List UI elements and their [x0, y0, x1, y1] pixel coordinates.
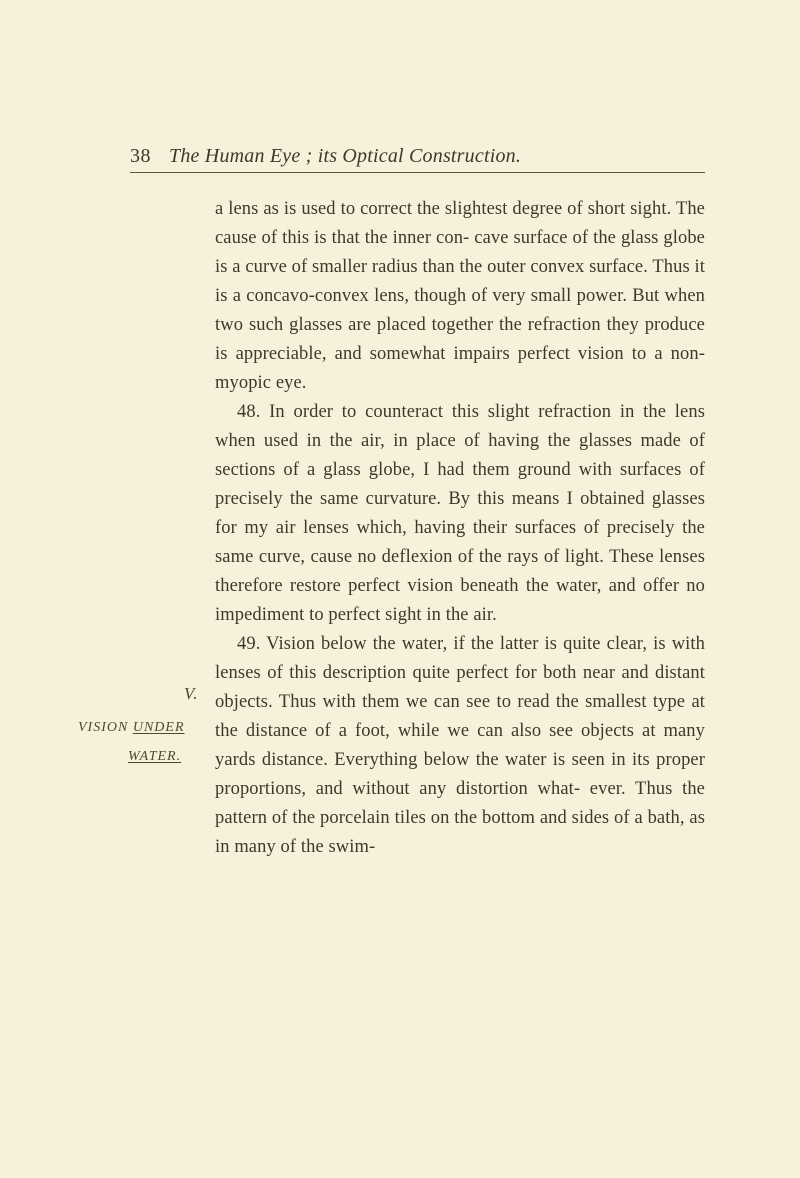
body-text: a lens as is used to correct the slighte… — [215, 195, 705, 862]
margin-note-vision-prefix: VISION — [78, 720, 133, 735]
running-title: The Human Eye ; its Optical Construction… — [169, 145, 521, 168]
margin-note-vision-under: VISION UNDER — [78, 719, 185, 737]
margin-note-water: WATER. — [128, 748, 181, 766]
paragraph-3: 49. Vision below the water, if the latte… — [215, 630, 705, 862]
paragraph-1: a lens as is used to correct the slighte… — [215, 195, 705, 398]
page: 38 The Human Eye ; its Optical Construct… — [0, 0, 800, 1178]
paragraph-2: 48. In order to counteract this slight r… — [215, 398, 705, 630]
page-number: 38 — [130, 145, 151, 168]
margin-note-v: V. — [184, 685, 198, 703]
running-header: 38 The Human Eye ; its Optical Construct… — [130, 145, 705, 173]
margin-note-under: UNDER — [133, 720, 185, 735]
